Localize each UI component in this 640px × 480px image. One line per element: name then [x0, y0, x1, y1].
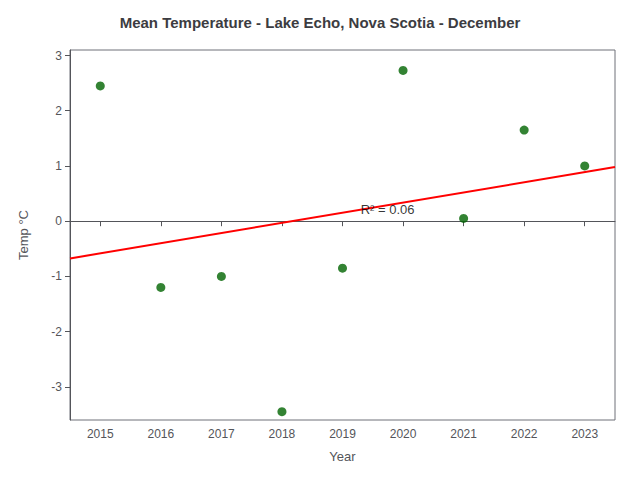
svg-text:Mean Temperature - Lake Echo,: Mean Temperature - Lake Echo, Nova Scoti… — [120, 14, 521, 31]
svg-text:2016: 2016 — [147, 427, 174, 441]
svg-text:2015: 2015 — [87, 427, 114, 441]
svg-text:2022: 2022 — [511, 427, 538, 441]
svg-text:2018: 2018 — [269, 427, 296, 441]
svg-text:-3: -3 — [51, 380, 62, 394]
svg-text:1: 1 — [55, 159, 62, 173]
svg-text:0: 0 — [55, 214, 62, 228]
svg-text:2017: 2017 — [208, 427, 235, 441]
svg-text:Year: Year — [329, 449, 356, 464]
svg-text:2021: 2021 — [450, 427, 477, 441]
svg-text:2020: 2020 — [390, 427, 417, 441]
svg-text:2: 2 — [55, 104, 62, 118]
svg-text:-2: -2 — [51, 325, 62, 339]
svg-text:Temp °C: Temp °C — [16, 210, 31, 260]
svg-text:2023: 2023 — [571, 427, 598, 441]
svg-text:R² = 0.06: R² = 0.06 — [361, 202, 415, 217]
svg-text:2019: 2019 — [329, 427, 356, 441]
svg-text:3: 3 — [55, 49, 62, 63]
svg-text:-1: -1 — [51, 269, 62, 283]
